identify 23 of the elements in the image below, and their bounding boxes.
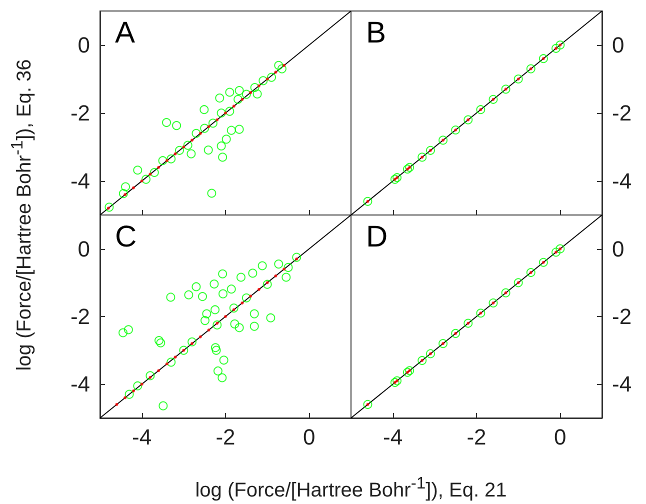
y-tick-label: -4	[70, 372, 90, 397]
x-axis-title: log (Force/[Hartree Bohr$^{-1}$]), Eq. 21	[195, 474, 507, 502]
x-tick-label: -2	[466, 424, 486, 450]
x-tick-label: -4	[383, 424, 403, 450]
y-tick-label: -2	[70, 100, 90, 126]
y-tick-label: -4	[612, 168, 632, 194]
x-tick-label: -2	[216, 424, 236, 450]
y-tick-label: 0	[78, 236, 90, 262]
y-tick-label: -2	[612, 304, 632, 329]
y-tick-label: -2	[70, 304, 90, 329]
chart-title: B	[366, 16, 386, 50]
y-tick-label: -4	[70, 168, 90, 194]
y-tick-label: 0	[78, 32, 90, 58]
x-tick-label: 0	[303, 424, 316, 450]
chart-title: D	[366, 220, 388, 254]
y-tick-label: -4	[612, 372, 632, 397]
x-tick-label: 0	[554, 424, 566, 450]
y-tick-label: 0	[612, 236, 624, 262]
y-tick-label: 0	[612, 32, 624, 58]
x-tick-label: -4	[132, 424, 152, 450]
chart-title: A	[115, 16, 136, 50]
chart-title: C	[115, 220, 137, 254]
y-tick-label: -2	[612, 100, 632, 126]
